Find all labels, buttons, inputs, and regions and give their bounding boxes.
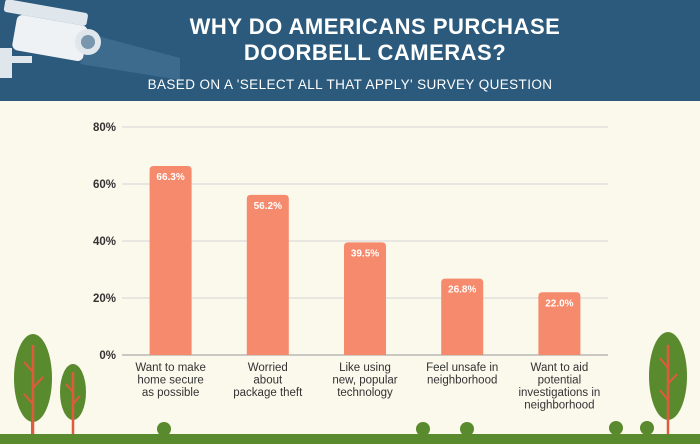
category-label: Want to aid potential investigations in nei… xyxy=(518,362,600,412)
data-label: 22.0% xyxy=(545,298,573,309)
data-label: 26.8% xyxy=(448,285,476,296)
category-label-line: technology xyxy=(337,387,393,399)
bar xyxy=(149,166,192,355)
gridlines xyxy=(122,126,608,356)
y-tick-label: 0% xyxy=(99,350,116,362)
bar xyxy=(344,242,386,355)
bar xyxy=(441,278,484,355)
category-label: Want to make home secure as possible xyxy=(135,362,206,399)
category-label-line: investigations in xyxy=(518,387,600,399)
y-axis-ticks: 0% 20% 40% 60% 80% xyxy=(93,122,116,362)
category-label-line: Feel unsafe in xyxy=(426,362,498,374)
y-tick-label: 20% xyxy=(93,293,116,305)
data-label: 56.2% xyxy=(254,201,282,212)
category-labels: Want to make home secure as possible Worrie… xyxy=(135,362,600,412)
category-label: Like using new, popular technology xyxy=(332,362,397,399)
security-camera-icon xyxy=(0,0,180,80)
category-label: Worried about package theft xyxy=(233,362,303,399)
category-label-line: as possible xyxy=(142,387,200,399)
y-tick-label: 40% xyxy=(93,236,116,248)
category-label-line: Want to make xyxy=(135,362,206,374)
data-label: 39.5% xyxy=(351,248,379,259)
category-label-line: potential xyxy=(538,375,581,387)
bar xyxy=(246,194,289,355)
header-banner: WHY DO AMERICANS PURCHASE DOORBELL CAMER… xyxy=(0,0,700,101)
category-label-line: neighborhood xyxy=(524,400,594,412)
subtitle: BASED ON A 'SELECT ALL THAT APPLY' SURVE… xyxy=(147,77,553,92)
data-labels: 66.3% 56.2% 39.5% 26.8% 22.0% xyxy=(156,172,573,309)
y-tick-label: 80% xyxy=(93,122,116,134)
category-label: Feel unsafe in neighborhood xyxy=(426,362,498,387)
data-label: 66.3% xyxy=(156,172,184,183)
category-label-line: Want to aid xyxy=(531,362,589,374)
category-label-line: home secure xyxy=(137,375,203,387)
bar xyxy=(538,292,581,355)
y-tick-label: 60% xyxy=(93,179,116,191)
title-line-2: DOORBELL CAMERAS? xyxy=(243,40,507,65)
category-label-line: new, popular xyxy=(332,375,397,387)
category-label-line: about xyxy=(253,375,283,387)
category-label-line: package theft xyxy=(233,387,303,399)
bar-chart: 0% 20% 40% 60% 80% 66.3% 56.2% 39.5% 26.8% 22.0%… xyxy=(93,122,608,412)
title-line-1: WHY DO AMERICANS PURCHASE xyxy=(189,14,561,39)
category-label-line: Worried xyxy=(248,362,288,374)
category-label-line: neighborhood xyxy=(427,375,497,387)
bars xyxy=(149,166,581,355)
category-label-line: Like using xyxy=(339,362,391,374)
